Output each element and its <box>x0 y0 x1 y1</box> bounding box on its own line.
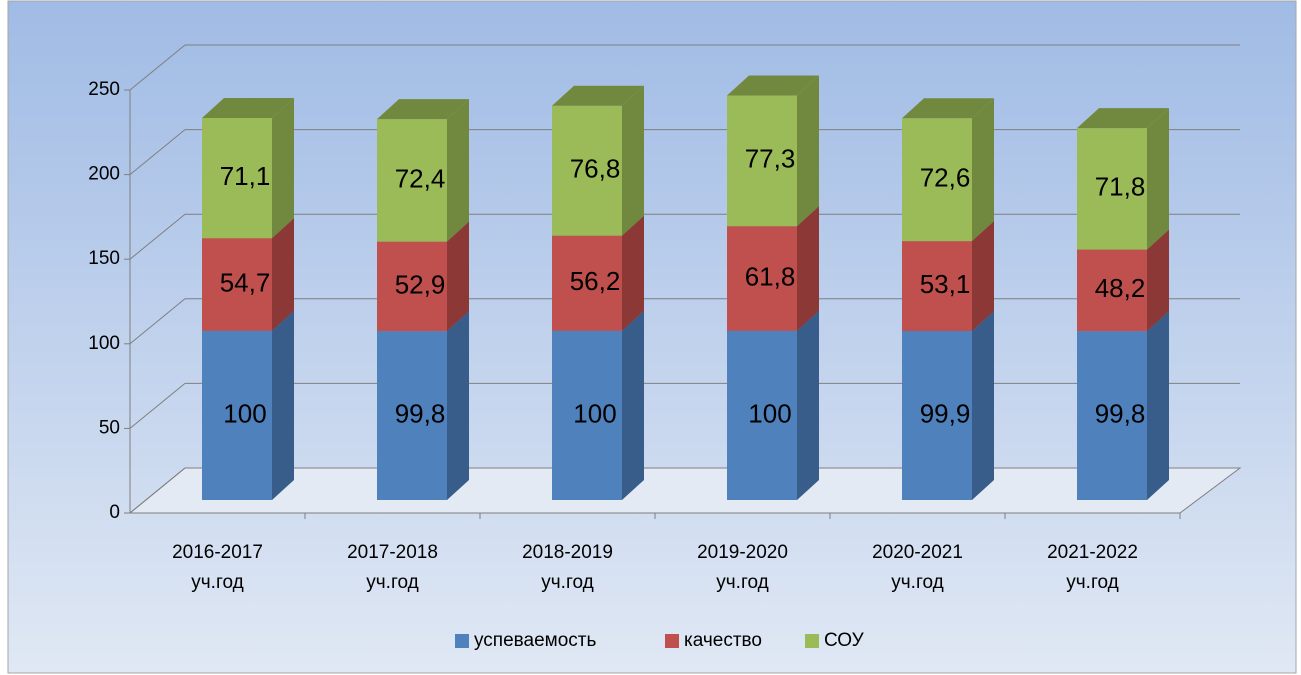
bar-side <box>272 310 294 500</box>
grid-line <box>129 467 186 514</box>
legend-swatch <box>455 634 469 648</box>
bar-segment <box>727 95 797 227</box>
bar-segment <box>727 330 797 500</box>
y-tick-label: 50 <box>99 417 120 438</box>
data-label: 72,6 <box>920 163 971 193</box>
data-label: 52,9 <box>395 269 446 299</box>
data-label: 53,1 <box>920 269 971 299</box>
bar-side <box>447 99 469 242</box>
y-tick-label: 200 <box>88 164 120 185</box>
x-tick-label: 2019-2020 уч.год <box>697 542 788 593</box>
bar-side <box>272 218 294 331</box>
data-label: 61,8 <box>745 261 796 291</box>
grid-line <box>129 129 186 175</box>
data-label: 48,2 <box>1095 273 1146 303</box>
legend-label: СОУ <box>824 630 865 651</box>
y-tick-label: 100 <box>88 333 120 354</box>
data-label: 100 <box>748 398 791 428</box>
bar-segment <box>1077 331 1147 500</box>
x-tick-label: 2017-2018 уч.год <box>347 542 438 593</box>
x-tick-label: 2020-2021 уч.год <box>872 542 963 593</box>
bar-segment <box>902 330 972 500</box>
legend-swatch <box>805 634 819 648</box>
bar-side <box>972 221 994 331</box>
data-label: 76,8 <box>570 154 621 184</box>
bar-side <box>1147 311 1169 500</box>
bar-segment <box>1077 128 1147 250</box>
bar-side <box>972 310 994 500</box>
data-label: 72,4 <box>395 163 446 193</box>
bar-side <box>447 221 469 332</box>
bar-side <box>447 311 469 500</box>
bar-top <box>1077 108 1169 129</box>
data-label: 56,2 <box>570 266 621 296</box>
bar-side <box>797 310 819 500</box>
data-label: 99,8 <box>395 398 446 428</box>
bar-segment <box>552 330 622 500</box>
grid-line <box>129 213 186 260</box>
data-label: 77,3 <box>745 144 796 174</box>
grid-line <box>129 383 186 429</box>
bar-segment <box>377 241 447 332</box>
bar-segment <box>202 330 272 500</box>
floor <box>128 467 1242 514</box>
bar-side <box>272 97 294 239</box>
bar-segment <box>1077 249 1147 332</box>
bar-side <box>1147 229 1169 332</box>
bar-segment <box>902 241 972 331</box>
bar-segment <box>377 119 447 242</box>
x-tick-label: 2016-2017 уч.год <box>172 542 263 593</box>
bar-side <box>797 75 819 227</box>
grid-line <box>129 44 186 91</box>
bar-top <box>202 97 294 118</box>
bar-top <box>377 99 469 120</box>
bar-segment <box>202 117 272 239</box>
data-label: 100 <box>223 398 266 428</box>
bar-segment <box>902 118 972 242</box>
bar-side <box>622 310 644 500</box>
legend-label: качество <box>684 630 762 651</box>
data-label: 71,8 <box>1095 172 1146 202</box>
bar-top <box>902 98 994 119</box>
data-label: 99,8 <box>1095 398 1146 428</box>
grid-line <box>129 298 186 345</box>
bar-side <box>622 215 644 331</box>
bar-segment <box>727 226 797 331</box>
bar-segment <box>552 235 622 331</box>
legend-label: успеваемость <box>474 630 596 651</box>
bar-side <box>622 85 644 236</box>
y-tick-label: 150 <box>88 248 120 269</box>
bar-segment <box>377 331 447 500</box>
data-label: 54,7 <box>220 267 271 297</box>
bar-top <box>727 75 819 96</box>
bar-top <box>552 85 644 106</box>
y-tick-label: 0 <box>109 502 120 523</box>
bar-side <box>1147 108 1169 250</box>
x-tick-label: 2021-2022 уч.год <box>1047 542 1138 593</box>
bar-segment <box>552 105 622 236</box>
data-label: 71,1 <box>220 161 271 191</box>
bar-side <box>972 98 994 242</box>
bar-side <box>797 206 819 331</box>
data-label: 99,9 <box>920 398 971 428</box>
x-tick-label: 2018-2019 уч.год <box>522 542 613 593</box>
legend-swatch <box>665 634 679 648</box>
bar-segment <box>202 238 272 331</box>
data-label: 100 <box>573 398 616 428</box>
y-tick-label: 250 <box>88 79 120 100</box>
